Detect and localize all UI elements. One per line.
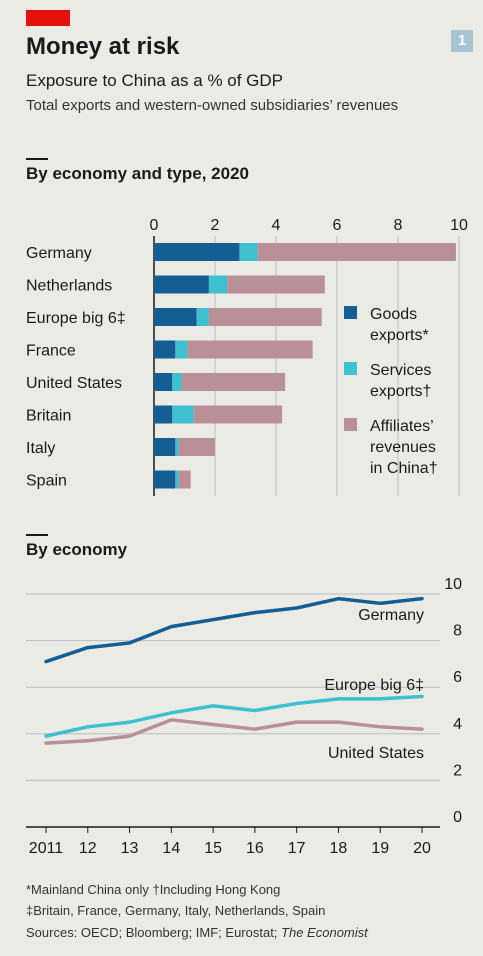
legend-label: exports† <box>370 383 431 400</box>
bar-segment <box>175 340 188 359</box>
y-tick-label: 10 <box>444 576 462 593</box>
legend-label: Goods <box>370 306 417 323</box>
y-tick-label: 4 <box>453 716 462 733</box>
chart-number-badge: 1 <box>451 30 473 52</box>
bar-segment <box>172 405 194 424</box>
category-label: Spain <box>26 473 67 490</box>
series-line <box>44 694 424 738</box>
legend-label: Affiliates’ <box>370 418 434 435</box>
series-line <box>44 718 424 745</box>
chart-title: Money at risk <box>26 33 180 60</box>
legend-swatch <box>344 306 357 319</box>
x-tick-label: 10 <box>450 217 468 234</box>
footnote-2: ‡Britain, France, Germany, Italy, Nether… <box>26 903 326 918</box>
x-tick-label: 13 <box>121 840 139 857</box>
category-label: France <box>26 343 76 360</box>
bar-segment <box>239 243 258 261</box>
legend-label: Services <box>370 362 431 379</box>
y-tick-label: 6 <box>453 669 462 686</box>
bar-segment <box>196 308 209 326</box>
category-label: United States <box>26 375 122 392</box>
x-tick-label: 20 <box>413 840 431 857</box>
y-tick-label: 2 <box>453 762 462 779</box>
category-label: Germany <box>26 245 92 262</box>
x-tick-label: 16 <box>246 840 264 857</box>
bar-segment <box>172 373 182 391</box>
bar-segment <box>208 275 228 294</box>
legend-swatch <box>344 362 357 375</box>
legend-label: revenues <box>370 439 436 456</box>
x-tick-label: 8 <box>394 217 403 234</box>
bar-segment <box>227 275 325 294</box>
x-tick-label: 18 <box>330 840 348 857</box>
bar-segment <box>181 373 286 391</box>
bar-segment <box>193 405 283 424</box>
line-section-title: By economy <box>26 540 128 559</box>
series-line <box>44 596 424 664</box>
sources-note: Sources: OECD; Bloomberg; IMF; Eurostat;… <box>26 925 368 940</box>
category-label: Italy <box>26 440 55 457</box>
x-tick-label: 17 <box>288 840 306 857</box>
series-label: Europe big 6‡ <box>324 677 424 694</box>
footnote-1: *Mainland China only †Including Hong Kon… <box>26 882 281 897</box>
bar-segment <box>154 243 240 261</box>
x-tick-label: 12 <box>79 840 97 857</box>
bar-segment <box>154 470 176 489</box>
bar-segment <box>175 470 179 489</box>
x-tick-label: 2 <box>211 217 220 234</box>
x-tick-label: 0 <box>150 217 159 234</box>
legend-label: in China† <box>370 460 438 477</box>
bar-section-title: By economy and type, 2020 <box>26 164 249 183</box>
bar-segment <box>154 275 209 294</box>
bar-segment <box>178 438 215 456</box>
bar-segment <box>257 243 456 261</box>
bar-segment <box>154 438 176 456</box>
series-label: United States <box>328 745 424 762</box>
y-tick-label: 8 <box>453 623 462 640</box>
legend-label: exports* <box>370 327 429 344</box>
legend-swatch <box>344 418 357 431</box>
x-tick-label: 6 <box>333 217 342 234</box>
sources-italic: The Economist <box>281 925 368 940</box>
bar-segment <box>187 340 313 359</box>
x-tick-label: 19 <box>371 840 389 857</box>
section-rule-bar <box>26 158 48 160</box>
category-label: Netherlands <box>26 278 112 295</box>
bar-segment <box>154 373 173 391</box>
chart-subtitle-secondary: Total exports and western-owned subsidia… <box>26 97 399 114</box>
bar-chart: 0 2 4 6 8 10 Germany Netherlands Europe big 6‡ Fr… <box>26 217 468 496</box>
section-rule-line <box>26 534 48 536</box>
bar-segment <box>154 405 173 424</box>
category-label: Europe big 6‡ <box>26 310 126 327</box>
series-label: Germany <box>358 607 424 624</box>
chart-subtitle: Exposure to China as a % of GDP <box>26 71 284 90</box>
x-tick-label: 14 <box>162 840 180 857</box>
x-tick-label: 15 <box>204 840 222 857</box>
bar-segment <box>154 340 176 359</box>
line-chart: 0 2 4 6 8 10 2011 12 13 14 15 16 17 18 19 20 Germany Euro… <box>26 576 462 857</box>
x-tick-label: 4 <box>272 217 281 234</box>
x-tick-label: 2011 <box>29 840 64 857</box>
y-tick-label: 0 <box>453 809 462 826</box>
bar-segment <box>208 308 322 326</box>
bar-segment <box>154 308 197 326</box>
brand-red-bar <box>26 10 70 26</box>
bar-segment <box>178 470 191 489</box>
category-label: Britain <box>26 408 71 425</box>
bar-segment <box>175 438 179 456</box>
sources-text: Sources: OECD; Bloomberg; IMF; Eurostat; <box>26 925 278 940</box>
